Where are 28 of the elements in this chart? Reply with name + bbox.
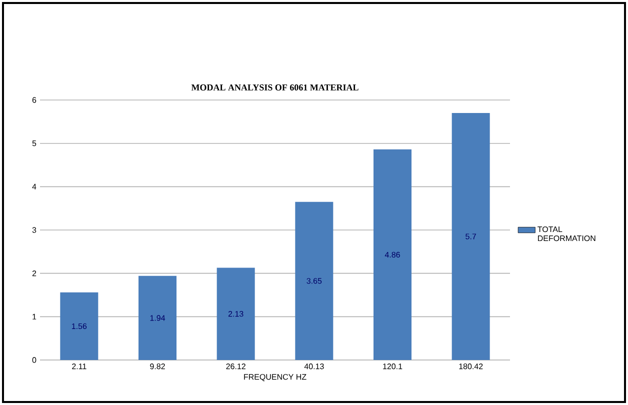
data-label: 1.56 bbox=[72, 323, 87, 330]
x-axis-title: FREQUENCY HZ bbox=[244, 374, 306, 382]
y-tick-label: 5 bbox=[32, 140, 36, 146]
bar bbox=[374, 149, 412, 360]
y-tick-label: 2 bbox=[32, 270, 36, 276]
x-tick-label: 9.82 bbox=[150, 364, 165, 370]
x-tick-label: 2.11 bbox=[72, 364, 86, 370]
data-label: 5.7 bbox=[466, 234, 476, 240]
y-tick-label: 4 bbox=[32, 184, 36, 190]
data-label: 3.65 bbox=[306, 278, 322, 284]
bar bbox=[138, 276, 176, 360]
x-tick-label: 180.42 bbox=[459, 364, 483, 370]
x-tick-label: 26.12 bbox=[226, 364, 246, 370]
bar bbox=[452, 113, 490, 360]
y-tick-label: 3 bbox=[32, 227, 36, 233]
y-tick-label: 1 bbox=[32, 314, 36, 320]
x-tick-label: 120.1 bbox=[383, 364, 402, 370]
y-tick-label: 6 bbox=[32, 97, 36, 103]
data-label: 2.13 bbox=[228, 311, 244, 317]
bar bbox=[60, 292, 98, 360]
chart-title: MODAL ANALYSIS OF 6061 MATERIAL bbox=[191, 84, 358, 90]
legend-label: TOTAL DEFORMATION bbox=[538, 226, 596, 242]
data-label: 1.94 bbox=[150, 315, 166, 321]
y-tick-label: 0 bbox=[32, 357, 36, 363]
bar bbox=[295, 202, 334, 360]
data-label: 4.86 bbox=[384, 252, 400, 258]
x-tick-label: 40.13 bbox=[304, 364, 324, 370]
bar bbox=[216, 268, 255, 360]
